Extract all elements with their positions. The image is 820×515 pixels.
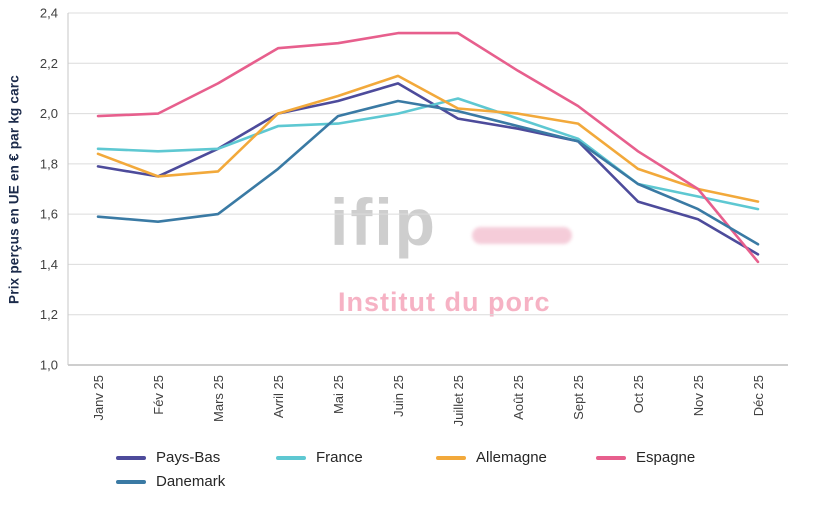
- legend-marker: [116, 455, 146, 460]
- legend-item-espagne: Espagne: [596, 449, 756, 466]
- legend-marker: [116, 479, 146, 484]
- y-tick-label: 2,2: [40, 56, 58, 71]
- legend-label: Allemagne: [476, 449, 547, 466]
- legend-marker: [436, 455, 466, 460]
- x-tick-label: Août 25: [511, 375, 526, 420]
- y-tick-label: 1,6: [40, 207, 58, 222]
- series-line-danemark: [96, 99, 760, 246]
- x-tick-label: Fév 25: [151, 375, 166, 415]
- series-line-espagne: [96, 31, 760, 264]
- x-tick-label: Juillet 25: [451, 375, 466, 426]
- legend-marker: [596, 455, 626, 460]
- chart-legend: Pays-Bas France Allemagne Espagne Danemark: [116, 449, 772, 490]
- x-tick-label: Nov 25: [691, 375, 706, 416]
- x-tick-label: Mars 25: [211, 375, 226, 422]
- y-tick-label: 1,4: [40, 257, 58, 272]
- y-tick-label: 2,0: [40, 106, 58, 121]
- x-tick-label: Juin 25: [391, 375, 406, 417]
- y-axis-title: Prix perçus en UE en € par kg carc: [6, 75, 22, 304]
- x-tick-label: Mai 25: [331, 375, 346, 414]
- price-line-chart: 1,0 1,2 1,4 1,6 1,8 2,0 2,2 2,4 Janv 25 Fév 25 Mar…: [40, 6, 788, 426]
- legend-item-france: France: [276, 449, 436, 466]
- legend-marker: [276, 455, 306, 460]
- legend-label: Pays-Bas: [156, 449, 221, 466]
- y-tick-label: 1,8: [40, 156, 58, 171]
- legend-item-allemagne: Allemagne: [436, 449, 596, 466]
- watermark-subtitle: Institut du porc: [338, 287, 551, 317]
- series-line-allemagne: [96, 74, 760, 203]
- legend-label: France: [316, 449, 363, 466]
- x-tick-label: Oct 25: [631, 375, 646, 413]
- y-tick-label: 1,0: [40, 358, 58, 373]
- watermark-ifip-logo: ifip: [330, 185, 437, 259]
- legend-item-pays-bas: Pays-Bas: [116, 449, 276, 466]
- x-tick-label: Déc 25: [751, 375, 766, 416]
- x-tick-label: Sept 25: [571, 375, 586, 420]
- y-tick-label: 1,2: [40, 307, 58, 322]
- x-tick-label: Avril 25: [271, 375, 286, 418]
- series-line-pays-bas: [96, 82, 760, 256]
- legend-label: Danemark: [156, 473, 226, 490]
- legend-item-danemark: Danemark: [116, 473, 276, 490]
- y-tick-label: 2,4: [40, 6, 58, 21]
- watermark-accent-dash: [472, 227, 572, 244]
- x-tick-label: Janv 25: [91, 375, 106, 421]
- legend-label: Espagne: [636, 449, 696, 466]
